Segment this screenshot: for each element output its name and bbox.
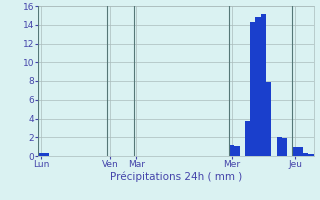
Bar: [44, 153, 49, 156]
Bar: [261, 14, 266, 156]
Bar: [303, 153, 308, 156]
Bar: [292, 147, 298, 156]
Bar: [308, 154, 314, 156]
Bar: [276, 137, 282, 156]
Bar: [255, 17, 261, 156]
Bar: [266, 82, 271, 156]
Bar: [38, 153, 44, 156]
Bar: [229, 145, 234, 156]
Bar: [282, 138, 287, 156]
Bar: [250, 22, 255, 156]
Bar: [234, 146, 239, 156]
Bar: [298, 147, 303, 156]
X-axis label: Précipitations 24h ( mm ): Précipitations 24h ( mm ): [110, 172, 242, 182]
Bar: [245, 121, 250, 156]
